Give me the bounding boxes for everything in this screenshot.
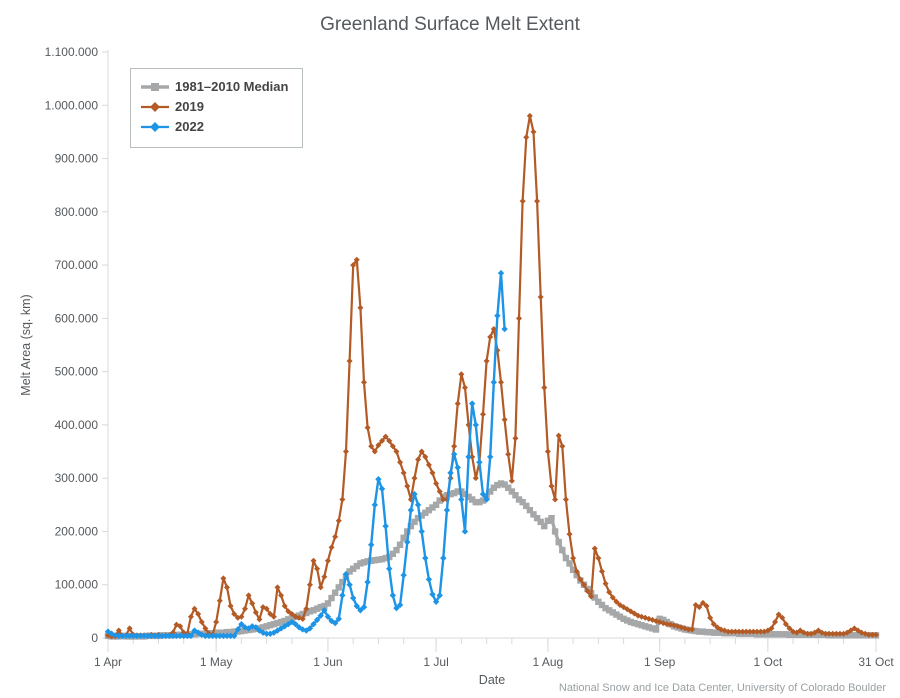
legend-item: 1981–2010 Median <box>141 77 288 97</box>
svg-text:0: 0 <box>91 631 98 645</box>
svg-text:1 Apr: 1 Apr <box>94 655 122 669</box>
legend-label: 2019 <box>175 97 204 117</box>
svg-text:400.000: 400.000 <box>55 418 99 432</box>
legend-item: 2019 <box>141 97 288 117</box>
svg-text:1 Jul: 1 Jul <box>423 655 448 669</box>
svg-text:800.000: 800.000 <box>55 205 99 219</box>
svg-text:500.000: 500.000 <box>55 365 99 379</box>
svg-text:1 Oct: 1 Oct <box>753 655 782 669</box>
svg-text:1 May: 1 May <box>200 655 233 669</box>
svg-text:1 Sep: 1 Sep <box>644 655 676 669</box>
svg-text:700.000: 700.000 <box>55 258 99 272</box>
legend: 1981–2010 Median20192022 <box>130 68 303 148</box>
svg-text:900.000: 900.000 <box>55 152 99 166</box>
svg-text:Date: Date <box>479 673 505 687</box>
legend-swatch-icon <box>141 100 169 114</box>
svg-text:1 Jun: 1 Jun <box>313 655 342 669</box>
legend-label: 1981–2010 Median <box>175 77 288 97</box>
svg-text:1.100.000: 1.100.000 <box>45 45 99 59</box>
svg-text:Melt Area (sq. km): Melt Area (sq. km) <box>19 294 33 395</box>
svg-text:200.000: 200.000 <box>55 524 99 538</box>
svg-text:31 Oct: 31 Oct <box>858 655 894 669</box>
chart-container: Greenland Surface Melt Extent 0 100.000 20… <box>0 0 900 698</box>
svg-text:1 Aug: 1 Aug <box>533 655 564 669</box>
legend-label: 2022 <box>175 117 204 137</box>
credit-label: National Snow and Ice Data Center, Unive… <box>559 682 886 694</box>
legend-swatch-icon <box>141 120 169 134</box>
svg-text:100.000: 100.000 <box>55 578 99 592</box>
legend-item: 2022 <box>141 117 288 137</box>
svg-text:600.000: 600.000 <box>55 311 99 325</box>
legend-swatch-icon <box>141 80 169 94</box>
svg-text:300.000: 300.000 <box>55 471 99 485</box>
svg-text:1.000.000: 1.000.000 <box>45 98 99 112</box>
chart-title: Greenland Surface Melt Extent <box>0 14 900 36</box>
